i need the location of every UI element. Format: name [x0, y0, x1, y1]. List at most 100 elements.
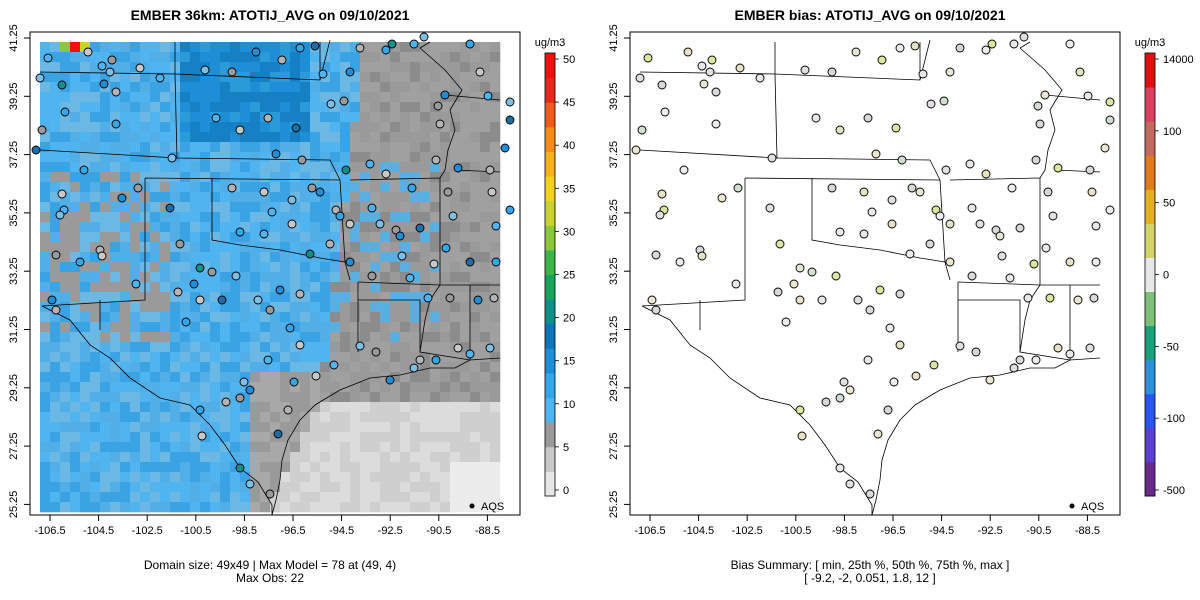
grid-cell — [490, 462, 501, 473]
grid-cell — [320, 462, 331, 473]
grid-cell — [210, 142, 221, 153]
grid-cell — [190, 392, 201, 403]
grid-cell — [140, 342, 151, 353]
grid-cell — [280, 292, 291, 303]
aqs-site-marker — [441, 243, 451, 253]
left-legend-dot — [469, 503, 475, 509]
grid-cell — [350, 72, 361, 83]
grid-cell — [80, 482, 91, 493]
grid-cell — [470, 452, 481, 463]
grid-cell — [150, 202, 161, 213]
grid-cell — [420, 102, 431, 113]
aqs-site-marker — [1009, 363, 1019, 373]
grid-cell — [110, 262, 121, 273]
grid-cell — [50, 82, 61, 93]
grid-cell — [200, 212, 211, 223]
grid-cell — [210, 152, 221, 163]
grid-cell — [50, 242, 61, 253]
grid-cell — [310, 152, 321, 163]
grid-cell — [170, 412, 181, 423]
left-plot-frame — [29, 31, 521, 516]
grid-cell — [240, 152, 251, 163]
grid-cell — [190, 242, 201, 253]
grid-cell — [470, 322, 481, 333]
grid-cell — [190, 132, 201, 143]
aqs-site-marker — [453, 163, 463, 173]
grid-cell — [350, 42, 361, 53]
grid-cell — [490, 472, 501, 483]
grid-cell — [480, 382, 491, 393]
grid-cell — [80, 142, 91, 153]
grid-cell — [100, 382, 111, 393]
grid-cell — [340, 362, 351, 373]
grid-cell — [350, 132, 361, 143]
aqs-site-marker — [443, 187, 453, 197]
grid-cell — [190, 82, 201, 93]
grid-cell — [40, 112, 51, 123]
grid-cell — [430, 312, 441, 323]
grid-cell — [140, 352, 151, 363]
grid-cell — [160, 222, 171, 233]
grid-cell — [310, 382, 321, 393]
grid-cell — [50, 402, 61, 413]
grid-cell — [340, 82, 351, 93]
grid-cell — [390, 462, 401, 473]
grid-cell — [230, 282, 241, 293]
grid-cell — [160, 402, 171, 413]
grid-cell — [380, 282, 391, 293]
aqs-site-marker — [326, 99, 336, 109]
grid-cell — [210, 132, 221, 143]
grid-cell — [360, 242, 371, 253]
aqs-site-marker — [47, 295, 57, 305]
grid-cell — [460, 142, 471, 153]
grid-cell — [460, 272, 471, 283]
aqs-site-marker — [885, 323, 895, 333]
grid-cell — [480, 142, 491, 153]
aqs-site-marker — [1053, 163, 1063, 173]
grid-cell — [270, 202, 281, 213]
grid-cell — [170, 212, 181, 223]
grid-cell — [180, 442, 191, 453]
grid-cell — [130, 322, 141, 333]
grid-cell — [130, 342, 141, 353]
grid-cell — [40, 372, 51, 383]
grid-cell — [430, 402, 441, 413]
grid-cell — [150, 192, 161, 203]
grid-cell — [200, 232, 211, 243]
grid-cell — [390, 322, 401, 333]
grid-cell — [330, 372, 341, 383]
aqs-site-marker — [775, 239, 785, 249]
aqs-site-marker — [259, 187, 269, 197]
grid-cell — [120, 382, 131, 393]
grid-cell — [430, 422, 441, 433]
grid-cell — [360, 192, 371, 203]
grid-cell — [230, 222, 241, 233]
grid-cell — [150, 442, 161, 453]
grid-cell — [230, 122, 241, 133]
grid-cell — [370, 482, 381, 493]
grid-cell — [340, 182, 351, 193]
aqs-site-marker — [60, 107, 70, 117]
grid-cell — [100, 282, 111, 293]
x-tick-label: -88.5 — [1075, 525, 1100, 537]
grid-cell — [90, 382, 101, 393]
left-colorbar-swatch — [545, 176, 555, 202]
grid-cell — [130, 482, 141, 493]
grid-cell — [300, 492, 311, 503]
grid-cell — [140, 402, 151, 413]
aqs-site-marker — [707, 55, 717, 65]
x-tick-label: -94.5 — [929, 525, 954, 537]
grid-cell — [120, 162, 131, 173]
grid-cell — [450, 392, 461, 403]
grid-cell — [130, 272, 141, 283]
grid-cell — [300, 482, 311, 493]
grid-cell — [150, 382, 161, 393]
grid-cell — [160, 312, 171, 323]
grid-cell — [330, 112, 341, 123]
grid-cell — [340, 102, 351, 113]
grid-cell — [120, 432, 131, 443]
grid-cell — [480, 472, 491, 483]
grid-cell — [250, 252, 261, 263]
x-tick-label: -98.5 — [232, 525, 257, 537]
map-boundary-line — [641, 305, 873, 515]
